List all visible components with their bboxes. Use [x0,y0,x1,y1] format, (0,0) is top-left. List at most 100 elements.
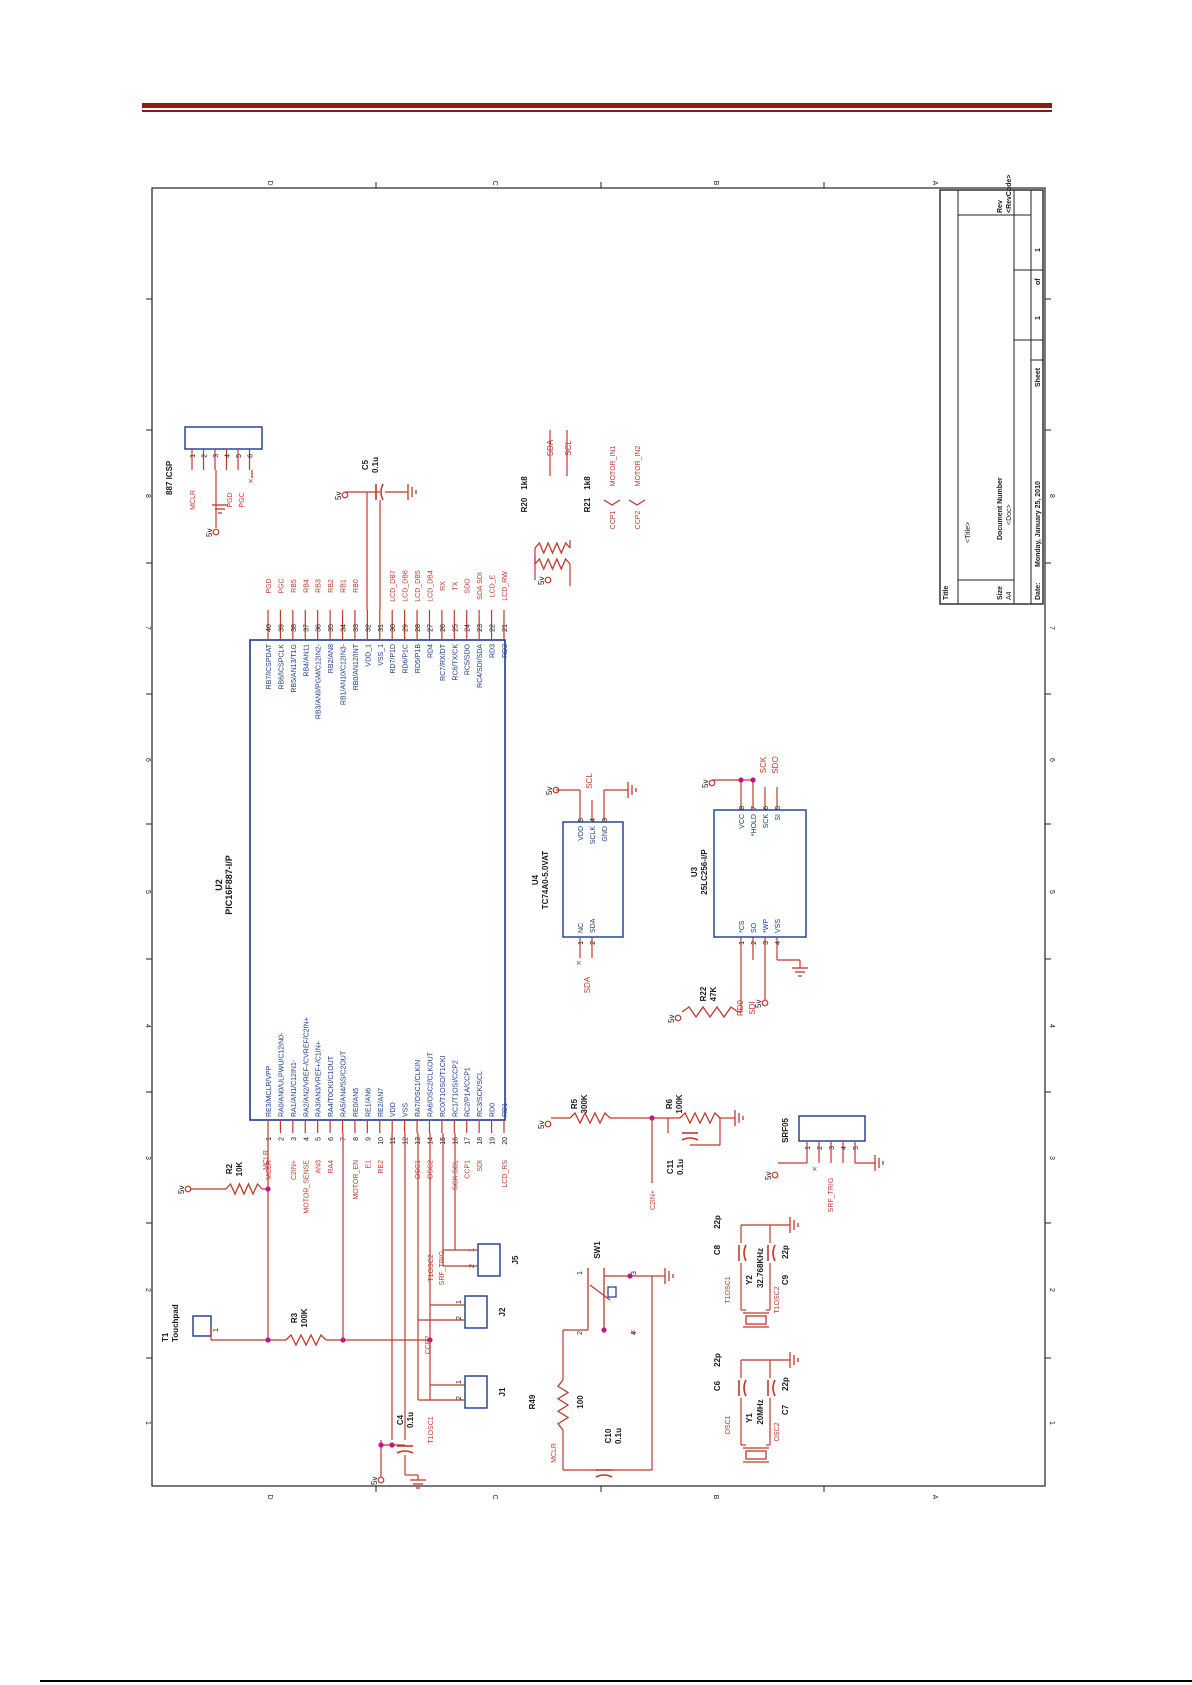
y2-net2: T1OSC2 [774,1286,781,1313]
u4-pin-name: NC [578,923,585,933]
j2-body [464,1295,488,1329]
y1-net2: OSC2 [774,1422,781,1441]
u2-pin-name: RE1/AN6 [365,1088,372,1117]
u4-supply-label: 5v [545,787,554,795]
u2-net-label: LCD_DB7 [390,570,397,602]
c4-supply-symbol [377,1476,385,1484]
u4-pin-number: 2 [590,941,597,945]
rev-value: <RevCode> [1006,174,1013,213]
u3-supply-symbol [708,779,716,787]
u2-pin-number: 21 [502,624,509,632]
u2-body [249,639,506,1121]
u2-pin-number: 1 [266,1137,273,1141]
no-connect-mark: × [630,1327,635,1337]
u2-net-label: OSC2 [427,1160,434,1179]
u2-pin-name: RA3/AN3/VREF+/C1IN+ [316,1041,323,1117]
c11-symbol [681,1137,699,1141]
u3-part: 25LC256-I/P [700,849,709,895]
u2-net-label: RX [440,581,447,591]
size-value: A4 [1006,591,1013,600]
u2-pin-number: 2 [278,1137,285,1141]
date-value: Monday, January 25, 2010 [1035,481,1042,567]
y1-crystal [745,1450,767,1460]
u3-ref: U3 [690,866,699,877]
sw1-lever [589,1284,611,1301]
ccp1-net: CCP1 [610,511,617,530]
u2-pin-name: RD5/P1B [415,644,422,674]
u3-pin-number: 1 [739,941,746,945]
u2-pin-number: 26 [440,624,447,632]
y1-net1: OSC1 [725,1415,732,1434]
u4-body [562,821,624,938]
c11-value: 0.1u [676,1159,685,1175]
u3-wp-supply-symbol [761,999,769,1007]
pullup-supply-label: 5v [537,577,546,585]
srf05-pin-number: 5 [853,1146,860,1150]
u2-pin-name: RA0/AN0/ULPWU/C12IN0- [278,1032,285,1117]
u2-pin-name: RB0/AN12/INT [353,643,360,690]
u2-pin-name: RA6/OSC2/CLKOUT [427,1051,434,1117]
sw1-ref: SW1 [593,1241,602,1259]
u2-pin-name: RB4/AN11 [303,644,310,677]
u2-pin-number: 37 [303,624,310,632]
r5-r6-divider: R5 300K 5v R6 100K C11 0.1u C2IN+ [537,1094,744,1210]
srf05-connector: SRF05 1 2 3 4 5 SRF_TRIG 5v × [764,1115,884,1212]
header-rule-thin [142,110,1052,112]
zone-label-right: 2 [1048,1288,1055,1292]
u2-net-label: LCD_RW [502,571,509,601]
u2-net-label: SDA SDI [477,572,484,600]
y2-crystal [745,1315,767,1325]
zone-label-right: 5 [1048,890,1055,894]
title-block-border [939,189,1044,605]
zone-label-bottom: D [266,1494,273,1499]
icsp-header: 887 ICSP 1 2 3 4 5 6 MCLR PGD PGC 5v × [165,426,263,537]
u2-pin-number: 27 [427,624,434,632]
u2-pin-number: 20 [502,1137,509,1145]
j5-net-t1osc2: T1OSC2 [428,1254,435,1281]
j1-pin-number: 1 [456,1380,463,1384]
u4-pin-name: SDA [590,918,597,933]
u4-pin-name: GND [602,826,609,842]
u2-pin-number: 29 [403,624,410,632]
u2-pin-name: RE3/MCLR/VPP [266,1065,273,1117]
c5-supply-label: 5v [334,492,343,500]
u2-net-label: RB2 [328,579,335,593]
u2-net-label: LCD_DB5 [415,570,422,602]
u2-pin-name: RC2/P1A/CCP1 [465,1067,472,1117]
u2-pin-name: RB3/AN9/PGM/C12IN2- [316,643,323,719]
u3-pin-name: *CS [739,920,746,933]
c6-value: 22p [713,1353,722,1367]
u2-pin-number: 7 [341,1137,348,1141]
u2-pin-name: RC5/SDO [465,643,472,675]
u2-pin-number: 38 [291,624,298,632]
u2-pin-name: RD4 [427,644,434,658]
u2-net-label: LCD_E [490,574,497,597]
u2-pin-name: RD6/P1C [403,644,410,674]
r6-value: 100K [675,1094,684,1113]
icsp-net-mclr: MCLR [190,490,197,510]
net-arrow [603,499,646,506]
icsp-pin-number: 2 [202,454,209,458]
u2-pin-number: 10 [378,1137,385,1145]
icsp-pin-number: 3 [213,454,220,458]
zone-label-right: 6 [1048,758,1055,762]
ccp2-net: CCP2 [635,511,642,530]
c4-symbol [396,1450,414,1454]
u4-part: TC74A0-5.0VAT [541,851,550,910]
of-value: 1 [1035,248,1042,252]
u2-net-label: C2IN+ [291,1160,298,1180]
u2-pin-number: 11 [390,1137,397,1144]
zone-label-left: 6 [144,758,151,762]
u2-pin-name: RC0/T1OSO/T1CKI [440,1055,447,1117]
junction-dot [601,1327,607,1333]
zone-label-left: 3 [144,1156,151,1160]
u2-net-label: RE2 [378,1160,385,1174]
icsp-pin-number: 4 [225,454,232,458]
u2-pin-number: 18 [477,1137,484,1145]
y2-value: 32.768KHz [756,1248,765,1288]
title-value: <Title> [965,522,972,543]
c10-value: 0.1u [614,1428,623,1444]
c11-net: C2IN+ [650,1190,657,1210]
docnum-label: Document Number [997,477,1004,540]
u4-pin-number: 3 [602,818,609,822]
